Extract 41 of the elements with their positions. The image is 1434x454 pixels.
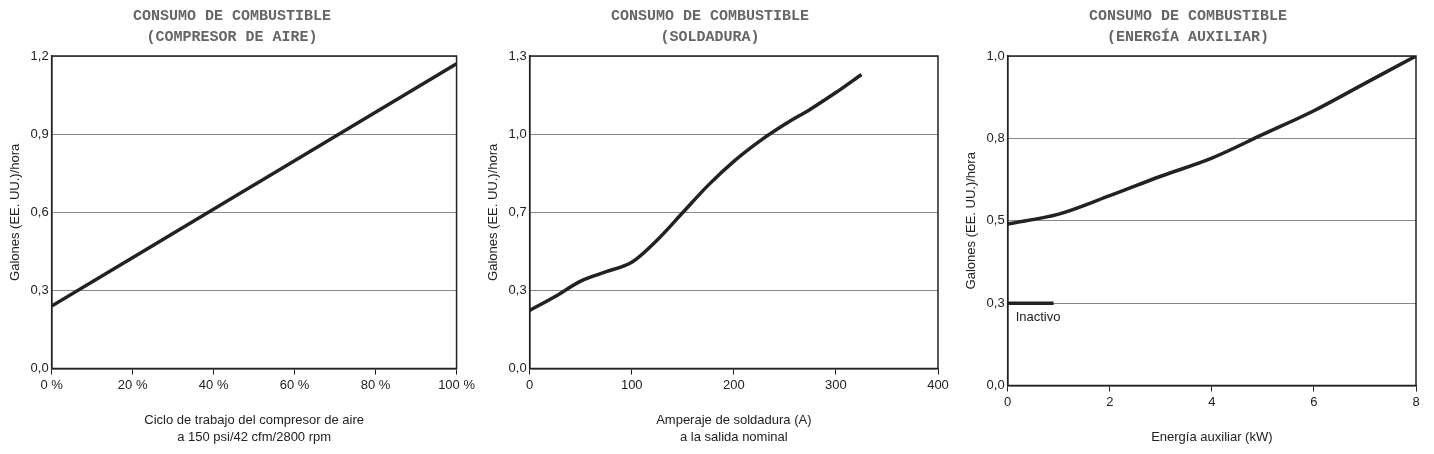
y-tick-label: 0,3 <box>508 282 527 298</box>
y-axis-title: Galones (EE. UU.)/hora <box>7 142 23 281</box>
y-tick-label: 0,6 <box>30 203 49 219</box>
x-axis-title: Amperaje de soldadura (A) a la salida nominal <box>656 412 812 445</box>
y-axis-title: Galones (EE. UU.)/hora <box>485 142 501 281</box>
y-tick-label: 0,9 <box>30 125 49 141</box>
y-tick-label: 1,3 <box>508 47 527 63</box>
x-axis-title: Energía auxiliar (kW) <box>1151 429 1273 445</box>
chart-title: CONSUMO DE COMBUSTIBLE (SOLDADURA) <box>610 8 810 47</box>
x-tick-label: 80 % <box>360 376 391 392</box>
x-tick-label: 100 <box>620 376 643 392</box>
x-tick-label: 0 % <box>40 376 64 392</box>
y-tick-label: 0,0 <box>508 360 527 376</box>
y-axis-title: Galones (EE. UU.)/hora <box>963 151 979 290</box>
x-tick-label: 60 % <box>279 376 310 392</box>
chart-title: CONSUMO DE COMBUSTIBLE (COMPRESOR DE AIRE) <box>132 8 332 47</box>
y-tick-label: 0,0 <box>986 377 1005 393</box>
y-tick-label: 0,5 <box>986 212 1005 228</box>
x-tick-label: 300 <box>825 376 847 392</box>
x-tick-label: 40 % <box>198 376 229 392</box>
x-tick-label: 20 % <box>117 376 148 392</box>
x-tick-label: 8 <box>1412 393 1420 409</box>
annotation: Inactivo <box>1015 309 1061 325</box>
y-tick-label: 1,0 <box>986 47 1005 63</box>
y-tick-label: 0,8 <box>986 129 1005 145</box>
chart-title: CONSUMO DE COMBUSTIBLE (ENERGÍA AUXILIAR) <box>1088 8 1288 47</box>
x-tick-label: 100 % <box>438 376 476 392</box>
x-tick-label: 2 <box>1106 393 1114 409</box>
x-tick-label: 0 <box>1004 393 1012 409</box>
x-tick-label: 400 <box>927 376 949 392</box>
y-tick-label: 0,0 <box>30 360 49 376</box>
x-axis-title: Ciclo de trabajo del compresor de aire a 150 psi/42 cfm/2800 rpm <box>144 412 364 445</box>
y-tick-label: 1,2 <box>30 47 49 63</box>
y-tick-label: 0,7 <box>508 203 527 219</box>
x-tick-label: 4 <box>1208 393 1216 409</box>
x-tick-label: 6 <box>1310 393 1318 409</box>
x-tick-label: 200 <box>722 376 745 392</box>
y-tick-label: 0,3 <box>986 294 1005 310</box>
x-tick-label: 0 <box>526 376 534 392</box>
y-tick-label: 0,3 <box>30 282 49 298</box>
y-tick-label: 1,0 <box>508 125 527 141</box>
